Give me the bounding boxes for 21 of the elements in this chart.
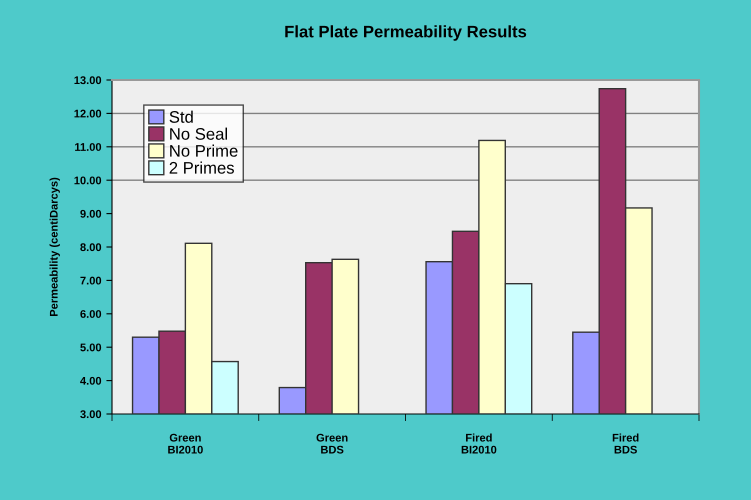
y-tick-label: 10.00 bbox=[74, 176, 102, 184]
chart-title: Flat Plate Permeability Results bbox=[285, 25, 526, 41]
y-tick-label: 13.00 bbox=[74, 76, 102, 84]
legend-label: 2 Primes bbox=[170, 161, 234, 174]
y-tick-label: 7.00 bbox=[80, 276, 102, 285]
y-tick-label: 9.00 bbox=[80, 210, 102, 218]
x-tick-label: Fired BI2010 bbox=[462, 433, 496, 454]
x-tick-label: Green BDS bbox=[316, 434, 348, 454]
y-tick-label: 5.00 bbox=[80, 343, 102, 352]
y-tick-label: 4.00 bbox=[80, 376, 102, 385]
x-tick-label: Fired BDS bbox=[612, 433, 638, 454]
legend-label: Std bbox=[170, 110, 193, 123]
legend-label: No Seal bbox=[170, 128, 227, 140]
x-tick-label: Green BI2010 bbox=[168, 434, 203, 454]
legend-label: No Prime bbox=[170, 144, 238, 157]
y-tick-label: 12.00 bbox=[74, 110, 102, 118]
y-tick-label: 8.00 bbox=[80, 243, 102, 252]
y-tick-label: 11.00 bbox=[75, 143, 102, 151]
y-tick-label: 3.00 bbox=[80, 410, 102, 418]
y-axis-title: Permeability (centiDarcys) bbox=[50, 178, 60, 316]
y-tick-label: 6.00 bbox=[80, 310, 102, 318]
